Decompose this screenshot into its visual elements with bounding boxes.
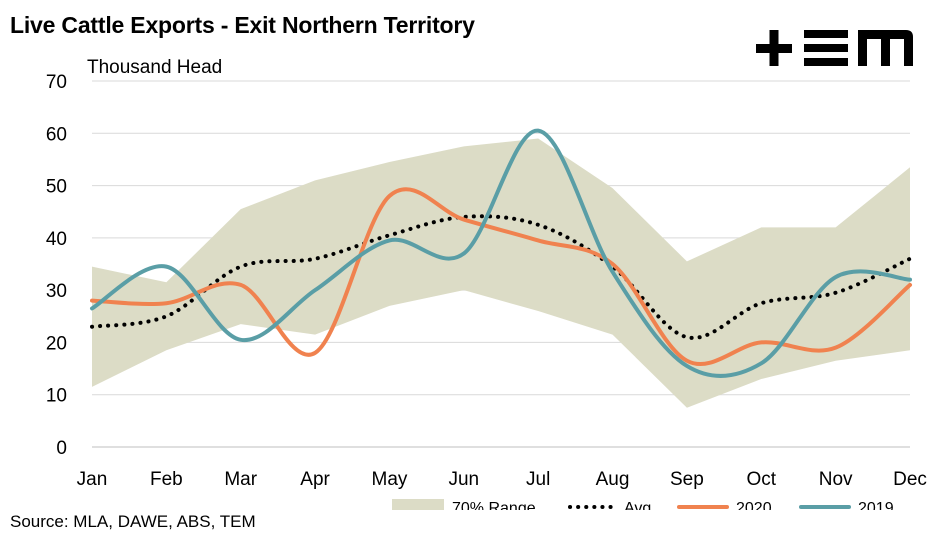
x-tick-label: Feb (150, 469, 183, 490)
x-tick-label: May (372, 469, 408, 490)
x-tick-label: Jun (448, 469, 479, 490)
range-band-layer (92, 138, 910, 408)
x-tick-label: Apr (300, 469, 330, 490)
series-line-2019 (90, 128, 912, 378)
legend-label-avg: Avg (624, 500, 651, 510)
x-axis: Jan Feb Mar Apr May Jun Jul Aug Sep Oct Nov Dec (77, 469, 927, 490)
y-tick-label: 70 (46, 72, 67, 93)
y-tick-label: 10 (46, 386, 67, 407)
y-axis-unit-label: Thousand Head (87, 57, 222, 78)
legend-swatch-range (392, 499, 444, 510)
x-tick-label: Jul (526, 469, 550, 490)
chart-plot: 0 10 20 30 40 50 60 70 Jan Feb Mar Apr May Jun Jul Aug… (46, 57, 927, 510)
y-tick-label: 40 (46, 229, 67, 250)
x-tick-label: Mar (224, 469, 257, 490)
legend-label-range: 70% Range (452, 500, 536, 510)
x-tick-label: Aug (596, 469, 630, 490)
legend-label-2020: 2020 (736, 500, 772, 510)
legend: 70% Range Avg 2020 2019 (392, 499, 894, 510)
chart-title: Live Cattle Exports - Exit Northern Terr… (10, 12, 475, 38)
y-tick-label: 60 (46, 124, 67, 145)
series-layer (90, 128, 912, 378)
x-tick-label: Sep (670, 469, 704, 490)
x-tick-label: Jan (77, 469, 108, 490)
legend-label-2019: 2019 (858, 500, 894, 510)
source-note: Source: MLA, DAWE, ABS, TEM (10, 512, 256, 531)
y-tick-label: 20 (46, 333, 67, 354)
tem-logo (756, 30, 914, 71)
y-tick-label: 0 (56, 438, 67, 459)
y-axis: 0 10 20 30 40 50 60 70 (46, 72, 67, 459)
x-tick-label: Nov (819, 469, 853, 490)
y-tick-label: 50 (46, 177, 67, 198)
x-tick-label: Oct (746, 469, 776, 490)
y-tick-label: 30 (46, 281, 67, 302)
range-band (92, 138, 910, 408)
x-tick-label: Dec (893, 469, 927, 490)
